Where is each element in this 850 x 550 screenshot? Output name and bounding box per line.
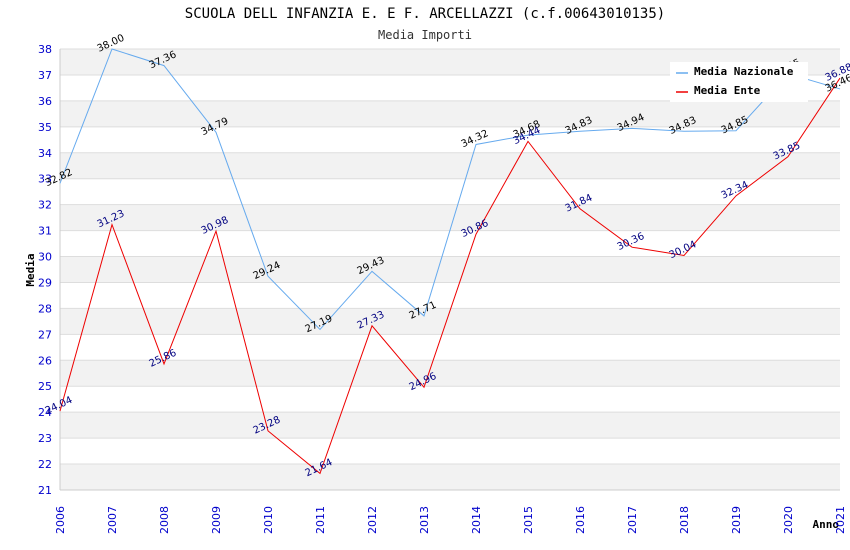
series-lines — [59, 48, 841, 475]
y-tick-label: 27 — [38, 328, 52, 341]
chart-subtitle: Media Importi — [378, 28, 472, 42]
x-tick-label: 2009 — [210, 506, 223, 534]
data-label: 32.34 — [720, 180, 751, 202]
x-tick-label: 2011 — [314, 506, 327, 534]
legend-label-nazionale: Media Nazionale — [694, 65, 794, 78]
x-tick-label: 2017 — [626, 506, 639, 534]
y-tick-label: 21 — [38, 484, 52, 497]
y-tick-label: 29 — [38, 276, 52, 289]
plot-band — [60, 464, 840, 490]
legend-box — [670, 62, 808, 102]
x-tick-label: 2016 — [574, 506, 587, 534]
y-tick-label: 28 — [38, 302, 52, 315]
x-tick-label: 2014 — [470, 506, 483, 534]
y-tick-label: 25 — [38, 380, 52, 393]
x-tick-labels: 2006 2007 2008 2009 2010 2011 2012 2013 2014 2015… — [54, 506, 847, 534]
plot-band — [60, 256, 840, 283]
data-label: 32.82 — [44, 167, 75, 189]
plot-band — [60, 412, 840, 439]
plot-band — [60, 100, 840, 127]
y-axis-label: Media — [24, 253, 37, 286]
x-tick-label: 2010 — [262, 506, 275, 534]
y-tick-label: 26 — [38, 354, 52, 367]
y-tick-label: 33 — [38, 173, 52, 186]
data-label: 30.36 — [616, 231, 647, 253]
y-tick-label: 30 — [38, 251, 52, 264]
y-tick-label: 22 — [38, 458, 52, 471]
plot-band — [60, 360, 840, 387]
legend: Media Nazionale Media Ente — [670, 62, 808, 102]
legend-label-ente: Media Ente — [694, 84, 761, 97]
x-tick-label: 2012 — [366, 506, 379, 534]
plot-band — [60, 152, 840, 179]
plot-background-bands — [60, 49, 840, 490]
plot-band — [60, 308, 840, 335]
y-tick-label: 31 — [38, 225, 52, 238]
x-axis-label: Anno — [813, 518, 840, 531]
chart-title: SCUOLA DELL INFANZIA E. E F. ARCELLAZZI … — [185, 6, 665, 22]
x-tick-label: 2018 — [678, 506, 691, 534]
x-tick-label: 2020 — [782, 506, 795, 534]
y-tick-label: 36 — [38, 95, 52, 108]
y-tick-label: 37 — [38, 69, 52, 82]
x-tick-label: 2021 — [834, 506, 847, 534]
y-tick-label: 34 — [38, 147, 52, 160]
x-tick-label: 2008 — [158, 506, 171, 534]
y-tick-label: 23 — [38, 432, 52, 445]
y-tick-labels: 21 22 23 24 25 26 27 28 29 30 31 32 33 34 35 36 37 38 — [38, 43, 52, 497]
y-tick-label: 24 — [38, 406, 52, 419]
y-tick-label: 38 — [38, 43, 52, 56]
y-tick-label: 32 — [38, 199, 52, 212]
series-line — [59, 48, 841, 331]
plot-band — [60, 204, 840, 231]
series-line — [59, 77, 841, 475]
x-tick-label: 2019 — [730, 506, 743, 534]
x-tick-label: 2013 — [418, 506, 431, 534]
x-tick-label: 2006 — [54, 506, 67, 534]
y-tick-label: 35 — [38, 121, 52, 134]
x-tick-label: 2015 — [522, 506, 535, 534]
x-tick-label: 2007 — [106, 506, 119, 534]
